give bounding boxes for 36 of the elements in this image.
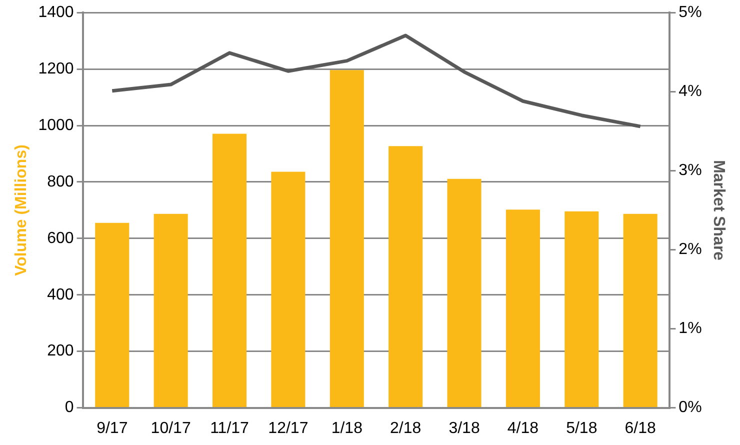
- x-tick-label: 5/18: [566, 420, 598, 437]
- y-tick-label: 1400: [38, 4, 74, 22]
- x-tick-label: 10/17: [150, 420, 191, 437]
- y-axis-title: Volume (Millions): [13, 144, 30, 276]
- bar: [271, 172, 306, 408]
- bar: [95, 222, 130, 408]
- y2-tick-label: 3%: [678, 162, 702, 180]
- x-tick-label: 3/18: [448, 420, 480, 437]
- bar: [330, 70, 364, 408]
- x-tick-label: 11/17: [210, 420, 250, 437]
- y-tick-label: 400: [47, 286, 74, 304]
- y2-tick-label: 5%: [678, 4, 702, 22]
- x-tick-label: 4/18: [507, 420, 539, 437]
- y2-tick-label: 1%: [678, 320, 702, 338]
- y-tick-label: 800: [47, 173, 74, 190]
- x-tick-label: 12/17: [268, 420, 308, 437]
- y2-tick-label: 4%: [678, 83, 702, 100]
- x-tick-label: 6/18: [624, 420, 656, 437]
- y-tick-label: 600: [47, 230, 74, 247]
- y-tick-label: 1200: [38, 60, 74, 78]
- bar: [154, 214, 188, 408]
- x-tick-label: 2/18: [390, 420, 422, 437]
- bar: [447, 178, 482, 408]
- x-tick-label: 9/17: [96, 420, 128, 437]
- y2-tick-label: 2%: [678, 241, 702, 258]
- bar: [388, 146, 423, 408]
- y-tick-label: 0: [64, 399, 74, 416]
- bar: [212, 134, 247, 408]
- bar: [564, 211, 599, 408]
- bar: [506, 210, 540, 408]
- y2-axis-title: Market Share: [710, 160, 727, 261]
- bar: [623, 214, 658, 408]
- y-tick-label: 1000: [38, 116, 74, 134]
- x-tick-label: 1/18: [331, 420, 363, 437]
- y-tick-label: 200: [47, 342, 74, 360]
- y2-tick-label: 0%: [678, 399, 702, 416]
